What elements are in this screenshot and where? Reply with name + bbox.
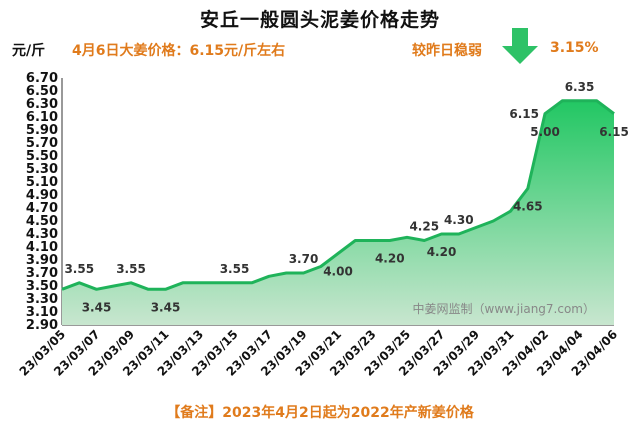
data-label: 6.15	[599, 125, 629, 139]
data-label: 3.70	[289, 252, 319, 266]
y-tick-label: 5.90	[26, 123, 58, 138]
y-tick-label: 4.30	[26, 227, 58, 242]
footnote: 【备注】2023年4月2日起为2022年产新姜价格	[166, 405, 474, 421]
watermark: 中姜网监制（www.jiang7.com）	[413, 301, 595, 316]
y-tick-label: 4.70	[26, 201, 58, 216]
y-tick-label: 4.90	[26, 188, 58, 203]
data-label: 4.65	[513, 200, 543, 214]
y-tick-label: 5.70	[26, 136, 58, 151]
trend-percent: 3.15%	[550, 40, 599, 56]
y-tick-label: 5.30	[26, 162, 58, 177]
data-label: 4.20	[375, 252, 405, 266]
data-label: 4.20	[427, 245, 457, 259]
y-tick-label: 6.30	[26, 97, 58, 112]
y-tick-label: 3.50	[26, 279, 58, 294]
data-label: 4.30	[444, 213, 474, 227]
data-label: 3.55	[116, 262, 146, 276]
price-area	[62, 100, 614, 325]
data-label: 6.15	[509, 107, 539, 121]
y-tick-label: 6.10	[26, 110, 58, 125]
y-tick-label: 3.30	[26, 292, 58, 307]
y-tick-label: 5.10	[26, 175, 58, 190]
y-axis: 2.903.103.303.503.703.904.104.304.504.70…	[26, 71, 63, 333]
data-label: 3.45	[151, 300, 181, 314]
y-tick-label: 2.90	[26, 318, 58, 333]
y-tick-label: 3.10	[26, 305, 58, 320]
y-tick-label: 5.50	[26, 149, 58, 164]
data-label: 4.25	[409, 220, 439, 234]
data-label: 5.00	[530, 125, 560, 139]
data-label: 3.55	[64, 262, 94, 276]
unit-label: 元/斤	[12, 43, 46, 59]
data-label: 3.55	[220, 262, 250, 276]
data-label: 6.35	[565, 80, 595, 94]
data-label: 3.45	[82, 300, 112, 314]
x-axis: 23/03/0523/03/0723/03/0923/03/1123/03/13…	[17, 324, 620, 379]
price-line	[61, 99, 615, 291]
price-headline: 4月6日大姜价格：6.15元/斤左右	[72, 43, 286, 59]
down-arrow-icon	[502, 28, 538, 64]
y-tick-label: 3.90	[26, 253, 58, 268]
trend-text: 较昨日稳弱	[412, 43, 482, 59]
y-tick-label: 4.10	[26, 240, 58, 255]
y-tick-label: 6.70	[26, 71, 58, 86]
y-tick-label: 3.70	[26, 266, 58, 281]
y-tick-label: 6.50	[26, 84, 58, 99]
chart-title: 安丘一般圆头泥姜价格走势	[199, 9, 440, 31]
data-label: 4.00	[323, 265, 353, 279]
y-tick-label: 4.50	[26, 214, 58, 229]
data-labels: 3.55 3.45 3.55 3.45 3.55 3.70 4.00 4.20 4.25 4.20…	[64, 80, 628, 315]
